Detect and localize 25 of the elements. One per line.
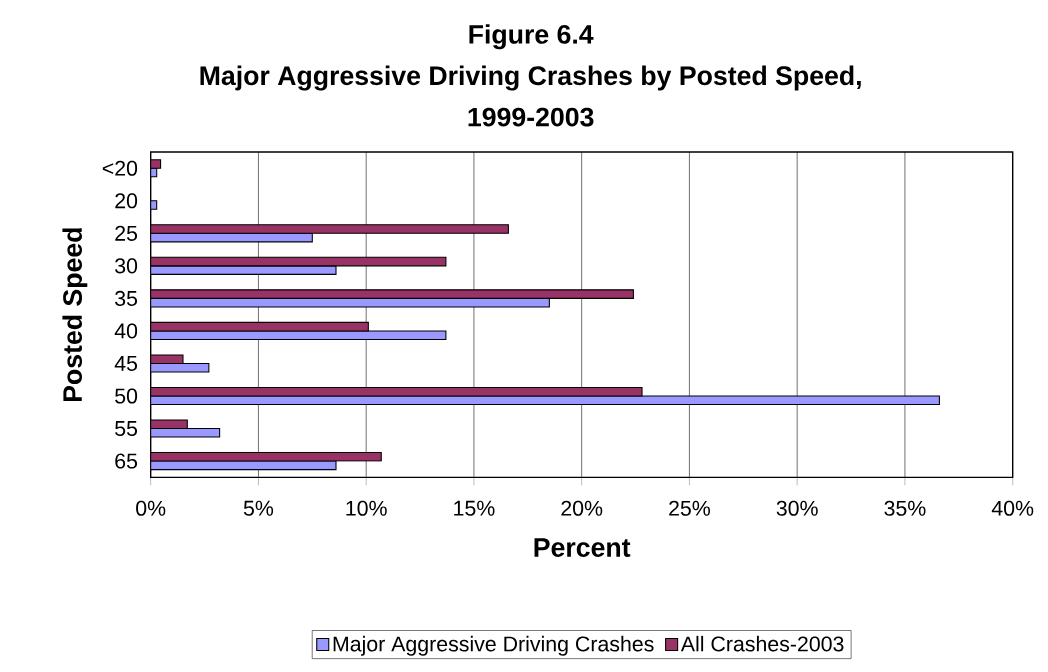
y-tick-label: 55 [115,421,138,436]
legend-label: Major Aggressive Driving Crashes [333,635,654,656]
y-tick-label: 30 [115,258,138,274]
legend-label: All Crashes-2003 [680,635,844,652]
x-tick-label: 10% [346,500,387,516]
y-tick-label: 20 [115,193,138,209]
x-tick-label: 15% [454,500,495,516]
x-tick-label: 0% [136,500,166,516]
y-tick-label: 50 [115,388,138,404]
chart-title: Figure 6.4 Major Aggressive Driving Crashes by Posted Speed, 1999-2003 [200,24,861,127]
y-tick-label: <20 [102,160,138,176]
y-tick-label: 25 [115,225,138,241]
y-tick-label: 45 [114,356,138,371]
bar [150,224,509,234]
y-tick-label: 65 [115,453,138,469]
y-tick-label: 40 [114,323,138,339]
x-tick-label: 35% [884,500,926,516]
x-tick-label: 5% [243,500,274,516]
y-tick-label: 35 [115,290,138,306]
x-tick-label: 20% [561,500,603,516]
x-tick-label: 40% [991,500,1034,516]
y-axis-title: Posted Speed [62,228,88,402]
x-axis-title: Percent [534,538,631,557]
x-tick-label: 25% [669,500,711,516]
x-tick-label: 30% [776,500,818,516]
